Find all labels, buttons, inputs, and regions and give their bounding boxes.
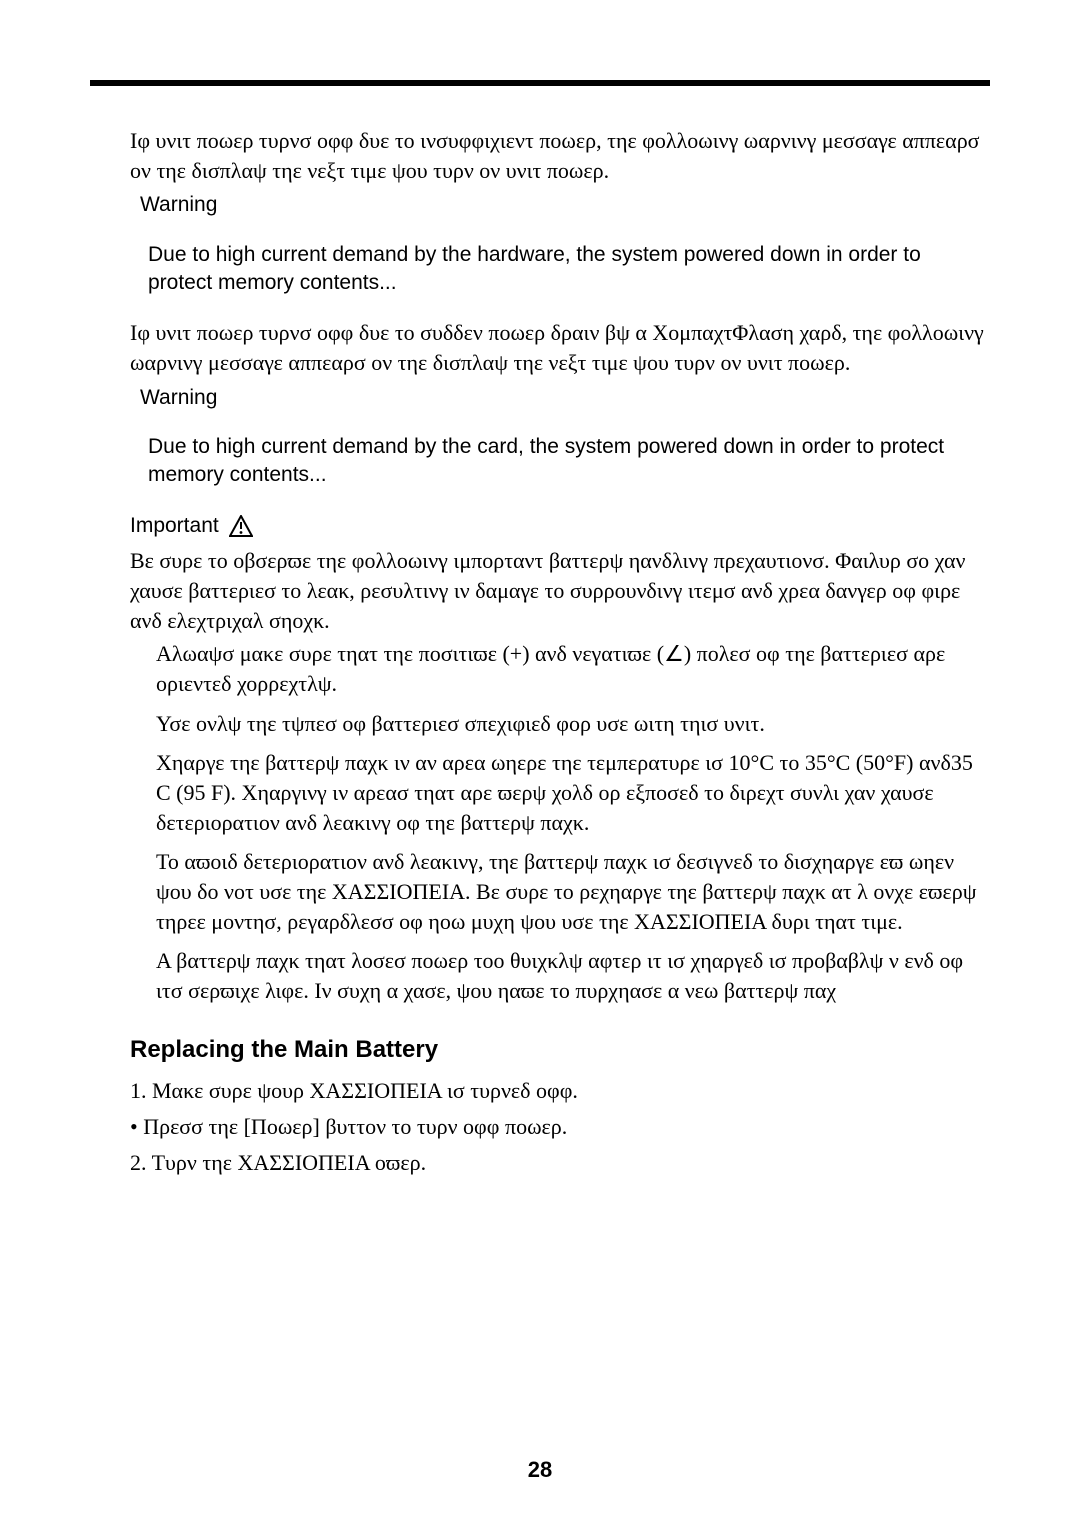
important-intro: Βε συρε το οβσερϖε τηε φολλοωινγ ιμπορτα…	[130, 546, 990, 635]
step-1: 1. Μακε συρε ψουρ ΧΑΣΣΙΟΠΕΙΑ ισ τυρνεδ ο…	[130, 1076, 990, 1106]
warning-triangle-icon	[229, 515, 253, 537]
step-1-sub: • Πρεσσ τηε [Ποωερ] βυττον το τυρν οφφ π…	[130, 1112, 990, 1142]
page-number: 28	[0, 1457, 1080, 1483]
warning-title-2: Warning	[140, 384, 990, 412]
warning-body-2: Due to high current demand by the card, …	[140, 433, 990, 490]
bullet-item: Χηαργε τηε βαττερψ παχκ ιν αν αρεα ωηερε…	[156, 748, 990, 837]
warning-body-1: Due to high current demand by the hardwa…	[140, 241, 990, 298]
page-content: Ιφ υνιτ ποωερ τυρνσ οφφ δυε το ινσυφφιχι…	[90, 126, 990, 1177]
bullet-item: Α βαττερψ παχκ τηατ λοσεσ ποωερ τοο θυιχ…	[156, 946, 990, 1005]
bullet-item: Το αϖοιδ δετεριορατιον ανδ λεακινγ, τηε …	[156, 847, 990, 936]
bullet-item: Υσε ονλψ τηε τψπεσ οφ βαττεριεσ σπεχιφιε…	[156, 709, 990, 739]
top-rule	[90, 80, 990, 86]
section-title-replacing-battery: Replacing the Main Battery	[130, 1034, 990, 1066]
intro-paragraph-1: Ιφ υνιτ ποωερ τυρνσ οφφ δυε το ινσυφφιχι…	[130, 126, 990, 185]
warning-block-2: Warning Due to high current demand by th…	[130, 384, 990, 490]
important-heading-row: Important	[130, 512, 990, 540]
important-bullets: Αλωαψσ μακε συρε τηατ τηε ποσιτιϖε (+) α…	[130, 639, 990, 1006]
important-label: Important	[130, 512, 219, 540]
warning-title-1: Warning	[140, 191, 990, 219]
step-2: 2. Τυρν τηε ΧΑΣΣΙΟΠΕΙΑ οϖερ.	[130, 1148, 990, 1178]
warning-block-1: Warning Due to high current demand by th…	[130, 191, 990, 297]
bullet-item: Αλωαψσ μακε συρε τηατ τηε ποσιτιϖε (+) α…	[156, 639, 990, 698]
intro-paragraph-2: Ιφ υνιτ ποωερ τυρνσ οφφ δυε το συδδεν πο…	[130, 318, 990, 377]
